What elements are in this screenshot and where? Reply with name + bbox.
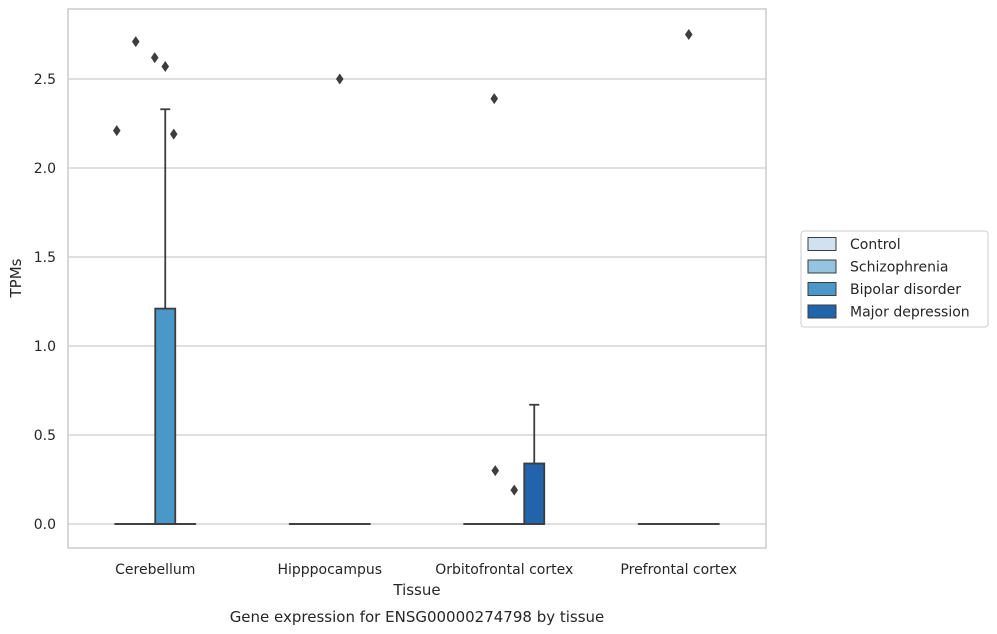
- legend-label: Bipolar disorder: [850, 282, 961, 298]
- legend-swatch: [807, 282, 837, 296]
- outlier-point: [510, 484, 519, 496]
- outlier-point: [150, 52, 159, 64]
- outlier-point: [490, 93, 499, 105]
- box: [523, 462, 546, 525]
- outlier-point: [684, 29, 693, 40]
- y-tick-label: 0.5: [34, 428, 56, 444]
- chart-caption: Gene expression for ENSG00000274798 by t…: [230, 608, 605, 626]
- y-tick-label: 1.0: [34, 339, 56, 355]
- outlier-point: [161, 61, 170, 73]
- legend-label: Control: [850, 237, 901, 253]
- x-tick-label: Hipppocampus: [277, 562, 382, 578]
- x-tick-label: Orbitofrontal cortex: [435, 562, 573, 578]
- plot-frame: [67, 8, 767, 549]
- outlier-point: [169, 128, 178, 140]
- x-tick-label: Cerebellum: [115, 562, 195, 578]
- y-tick-label: 0.0: [34, 517, 56, 533]
- outlier-point: [335, 73, 344, 85]
- outlier-point: [131, 36, 140, 48]
- outlier-point: [491, 465, 500, 477]
- legend-swatch: [807, 259, 837, 274]
- y-axis-label: TPMs: [7, 258, 25, 298]
- box: [154, 307, 177, 525]
- y-tick-labels: 0.0 0.5 1.0 1.5 2.0 2.5: [34, 72, 56, 533]
- legend-swatch: [807, 304, 837, 319]
- legend-swatch: [807, 237, 837, 251]
- y-tick-label: 1.5: [34, 250, 56, 266]
- legend: Control Schizophrenia Bipolar disorder Majo…: [800, 230, 989, 328]
- legend-label: Major depression: [850, 305, 970, 321]
- y-tick-label: 2.0: [34, 161, 56, 177]
- box-marks: [112, 29, 720, 525]
- legend-label: Schizophrenia: [850, 260, 948, 276]
- x-tick-label: Prefrontal cortex: [620, 562, 737, 578]
- x-axis-label: Tissue: [392, 581, 440, 599]
- y-tick-label: 2.5: [34, 72, 56, 88]
- x-tick-labels: Cerebellum Hipppocampus Orbitofrontal cort…: [115, 562, 737, 578]
- outlier-point: [112, 125, 121, 137]
- legend-frame: [800, 230, 989, 328]
